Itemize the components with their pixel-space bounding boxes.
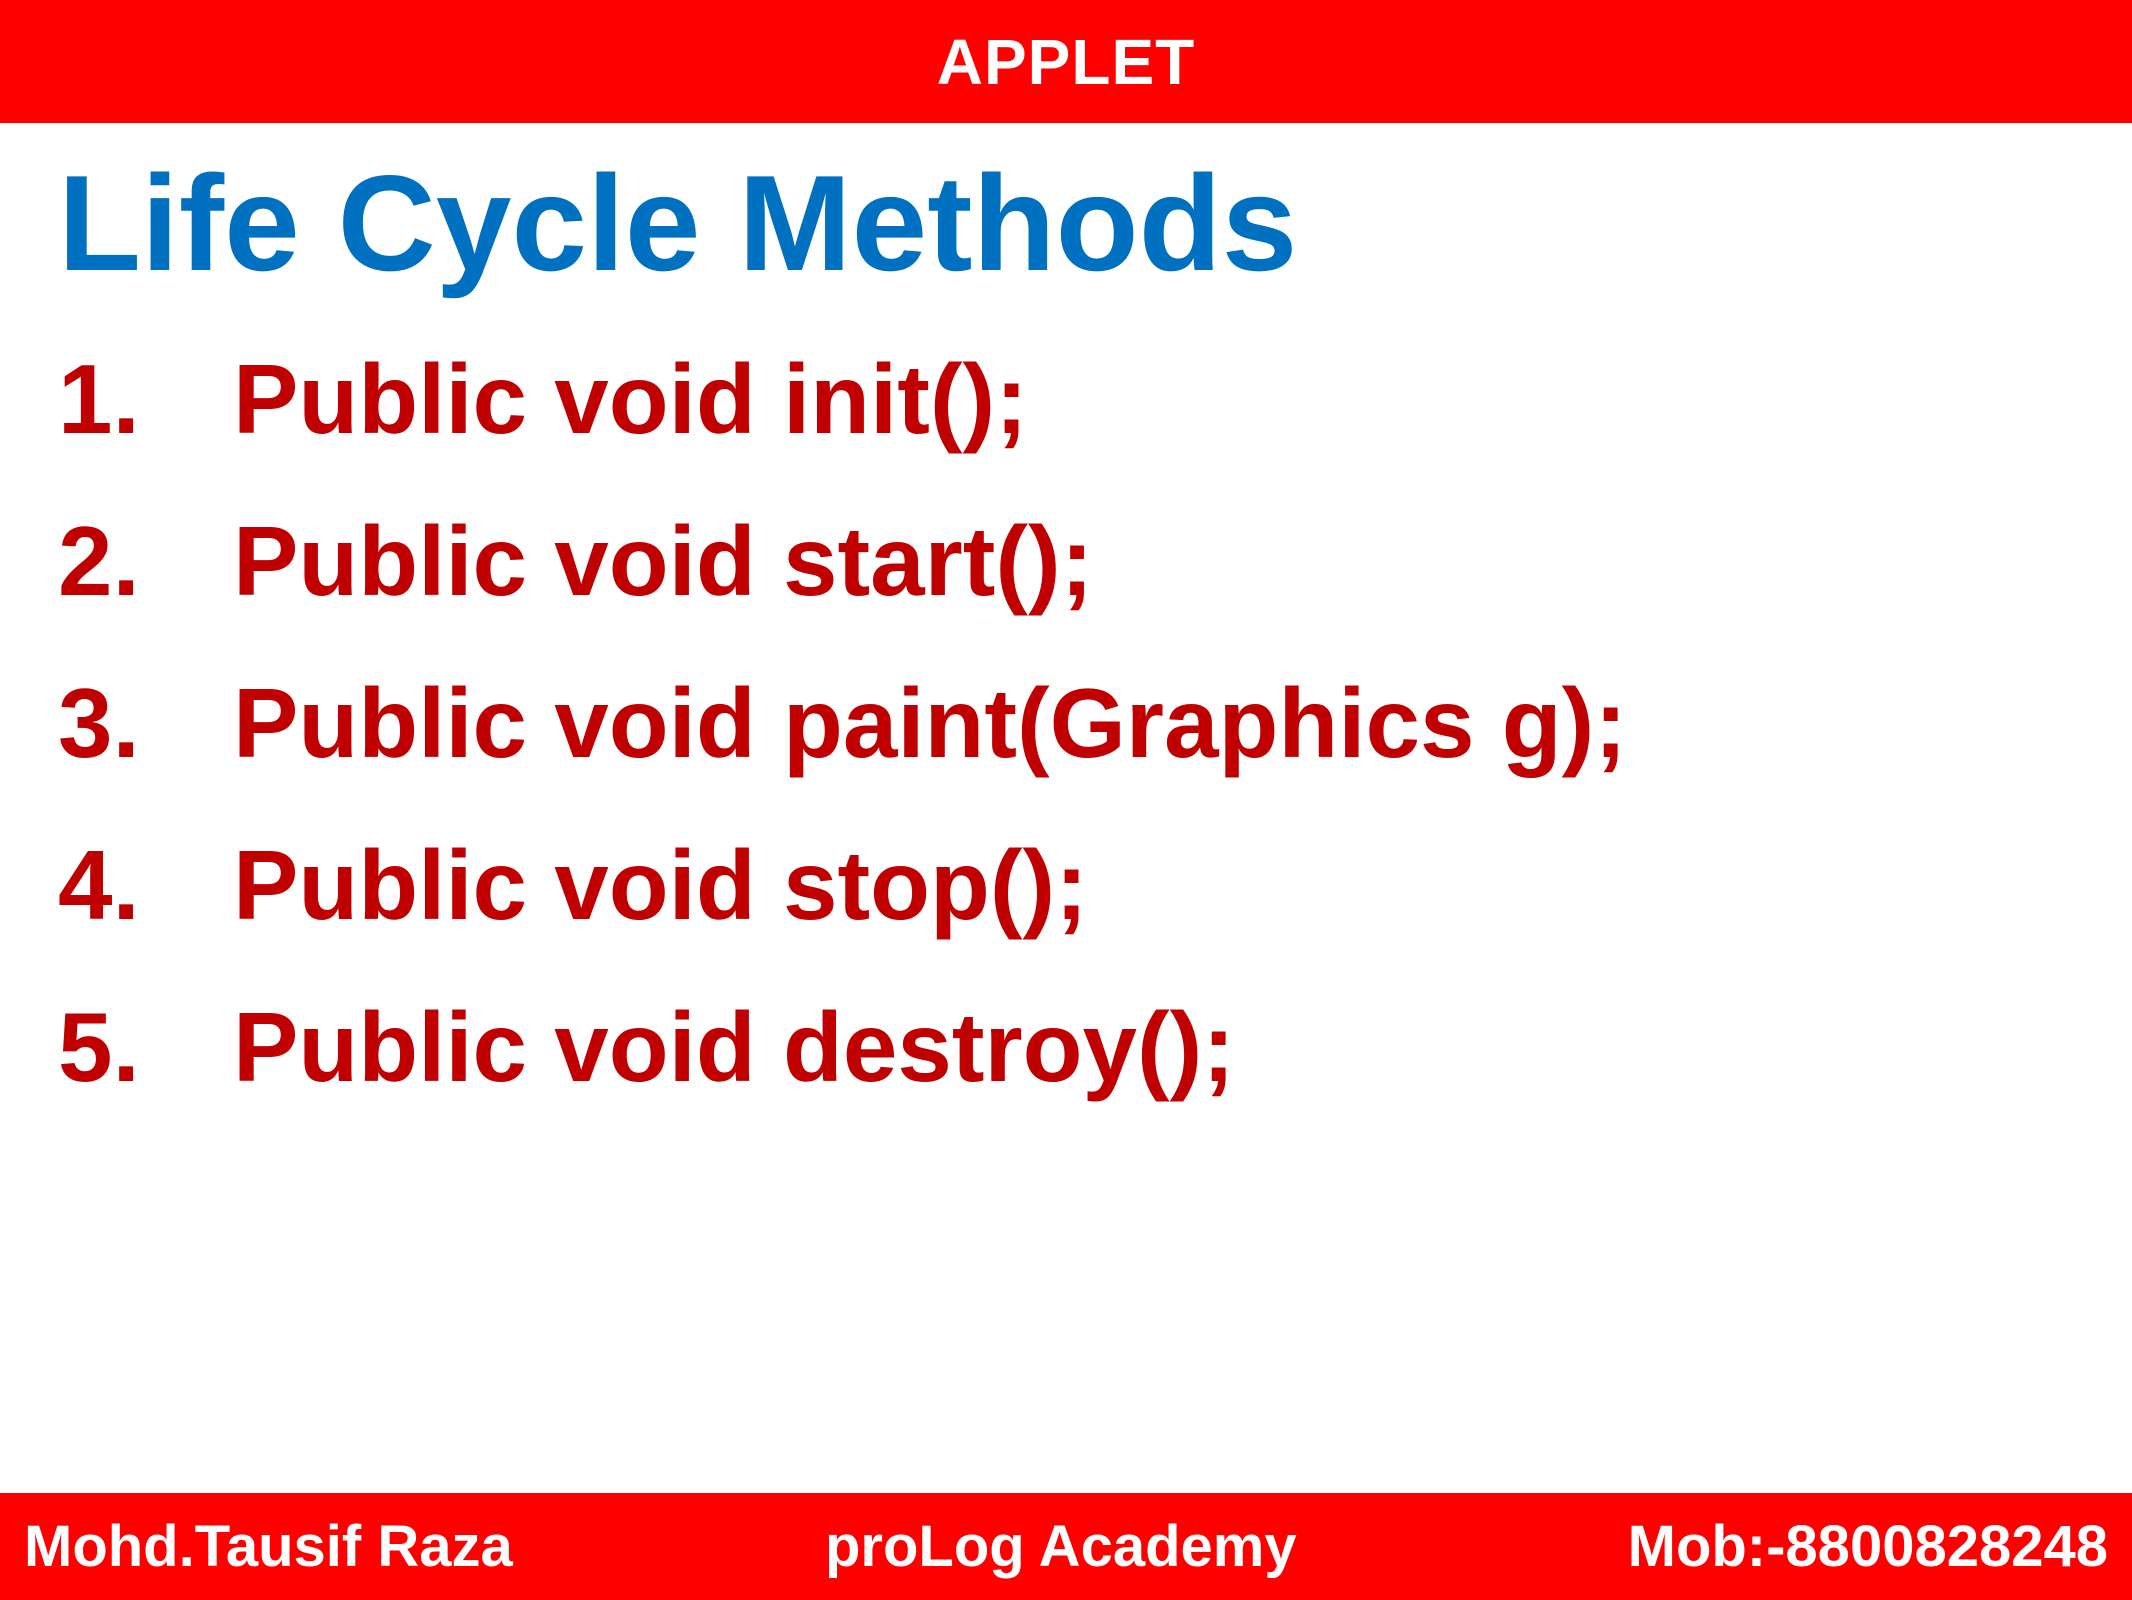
method-text: Public void start(); [233,506,1094,616]
header-title: APPLET [936,25,1196,98]
method-item-destroy: 5. Public void destroy(); [58,998,1627,1160]
method-number: 5. [58,992,140,1102]
footer-author: Mohd.Tausif Raza [24,1513,513,1579]
methods-list: 1. Public void init(); 2. Public void st… [58,350,1627,1160]
method-number: 3. [58,668,140,778]
method-item-init: 1. Public void init(); [58,350,1627,512]
method-item-paint: 3. Public void paint(Graphics g); [58,674,1627,836]
method-text: Public void destroy(); [233,992,1235,1102]
header-bar: APPLET [0,0,2132,123]
method-item-start: 2. Public void start(); [58,512,1627,674]
method-text: Public void init(); [233,344,1028,454]
footer-bar: Mohd.Tausif Raza proLog Academy Mob:-880… [0,1493,2132,1600]
method-number: 2. [58,506,140,616]
slide-heading: Life Cycle Methods [58,147,1298,299]
method-text: Public void paint(Graphics g); [233,668,1627,778]
method-number: 4. [58,830,140,940]
method-number: 1. [58,344,140,454]
method-text: Public void stop(); [233,830,1088,940]
footer-mobile: Mob:-8800828248 [1627,1513,2108,1579]
method-item-stop: 4. Public void stop(); [58,836,1627,998]
footer-academy: proLog Academy [825,1513,1297,1579]
